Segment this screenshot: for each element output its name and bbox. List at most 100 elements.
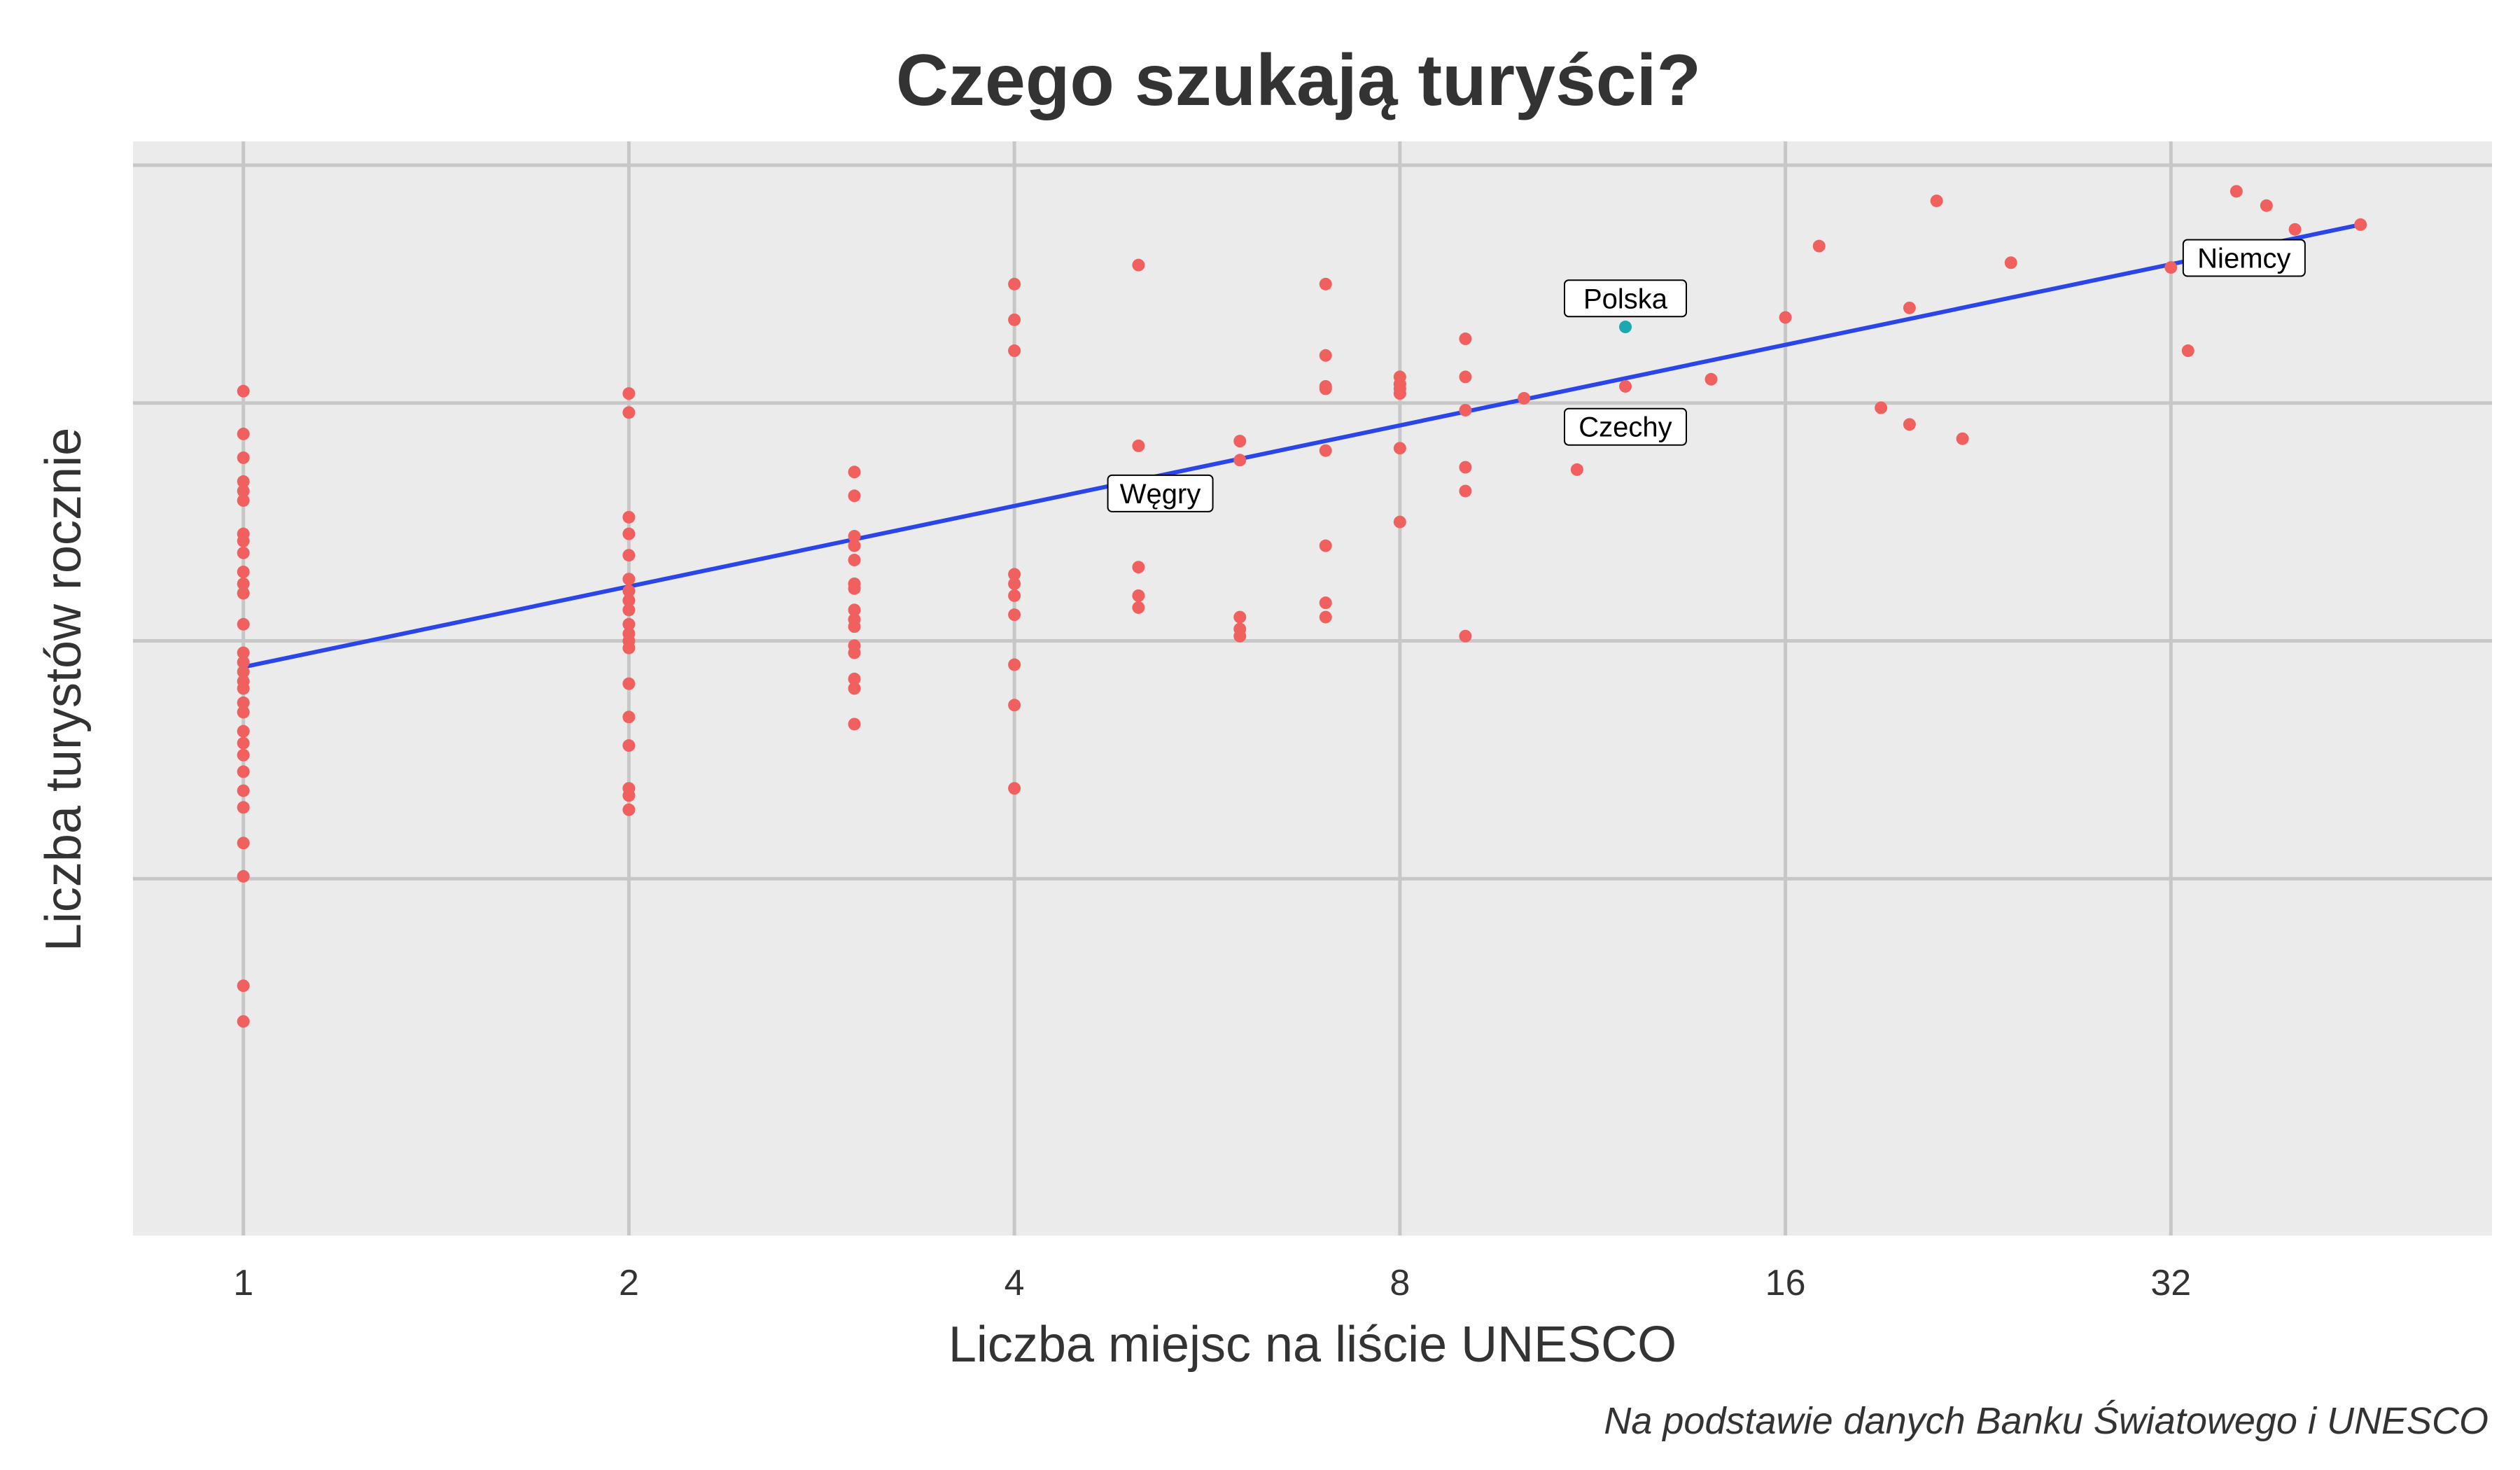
highlight-point xyxy=(1619,321,1632,334)
data-point xyxy=(622,603,636,617)
data-point xyxy=(848,620,861,634)
y-axis-title: Liczba turystów rocznie xyxy=(36,428,92,951)
data-point xyxy=(2288,223,2302,236)
data-point xyxy=(237,617,250,631)
data-point xyxy=(1319,277,1332,290)
data-point xyxy=(622,710,636,724)
data-point xyxy=(622,387,636,400)
trend-line xyxy=(241,222,2363,669)
data-point xyxy=(1393,442,1406,455)
data-point xyxy=(237,869,250,883)
data-point xyxy=(237,801,250,814)
x-tick-labels: 1 2 4 8 16 32 xyxy=(233,1263,2191,1303)
data-point xyxy=(848,682,861,695)
data-point xyxy=(2354,218,2367,231)
data-point xyxy=(1233,629,1247,643)
x-tick-label: 16 xyxy=(1765,1263,1806,1303)
data-point xyxy=(1233,435,1247,448)
data-point xyxy=(237,427,250,440)
data-point xyxy=(1319,349,1332,362)
data-point xyxy=(1319,596,1332,610)
data-point xyxy=(1459,484,1472,498)
data-point xyxy=(237,836,250,850)
data-point xyxy=(1930,194,1943,207)
data-point xyxy=(848,489,861,503)
data-point xyxy=(848,672,861,685)
data-point xyxy=(237,765,250,778)
data-point xyxy=(1812,239,1826,253)
data-point xyxy=(622,739,636,752)
data-point xyxy=(1132,561,1145,574)
data-point xyxy=(237,384,250,398)
data-point xyxy=(1233,610,1247,624)
data-point xyxy=(1008,344,1021,358)
data-points xyxy=(237,185,2367,1028)
annotation-label: Czechy xyxy=(1564,407,1688,446)
data-point xyxy=(1459,629,1472,643)
data-point xyxy=(237,566,250,579)
data-point xyxy=(2230,185,2243,198)
plot-panel xyxy=(133,141,2492,1236)
x-tick-label: 1 xyxy=(233,1263,253,1303)
data-point xyxy=(848,603,861,617)
data-point xyxy=(237,682,250,695)
data-point xyxy=(237,451,250,464)
data-point xyxy=(237,724,250,738)
data-point xyxy=(1459,332,1472,346)
annotation-box xyxy=(1564,407,1688,446)
data-point xyxy=(2004,256,2017,270)
data-point xyxy=(1008,277,1021,290)
x-axis-title: Liczba miejsc na liście UNESCO xyxy=(948,1317,1676,1373)
data-point xyxy=(622,641,636,654)
data-point xyxy=(622,573,636,586)
x-tick-label: 4 xyxy=(1004,1263,1025,1303)
data-point xyxy=(1570,463,1583,476)
data-point xyxy=(1008,313,1021,326)
data-point xyxy=(1956,432,1969,445)
data-point xyxy=(1132,601,1145,614)
data-point xyxy=(1903,418,1916,431)
data-point xyxy=(622,803,636,816)
data-point xyxy=(1903,301,1916,314)
annotation-label: Polska xyxy=(1564,279,1688,318)
annotation-box xyxy=(1564,279,1688,318)
data-point xyxy=(1619,379,1632,393)
x-tick-label: 2 xyxy=(619,1263,639,1303)
data-point xyxy=(622,527,636,540)
data-point xyxy=(237,494,250,507)
data-point xyxy=(622,677,636,690)
data-point xyxy=(622,406,636,419)
trend-line-layer xyxy=(241,222,2363,669)
data-point xyxy=(1132,439,1145,452)
data-point xyxy=(2181,344,2194,358)
annotation-box xyxy=(2182,239,2306,277)
data-point xyxy=(848,646,861,659)
data-point xyxy=(1008,782,1021,795)
data-point xyxy=(237,577,250,590)
data-point xyxy=(237,534,250,547)
data-point xyxy=(1704,372,1718,386)
annotation-text: Niemcy xyxy=(2197,243,2290,274)
data-point xyxy=(1459,461,1472,474)
x-tick-label: 8 xyxy=(1390,1263,1410,1303)
data-point xyxy=(2164,261,2178,274)
data-point xyxy=(622,594,636,607)
data-point xyxy=(622,617,636,631)
data-point xyxy=(237,736,250,750)
source-caption: Na podstawie danych Banku Światowego i U… xyxy=(1604,1399,2488,1442)
data-point xyxy=(237,587,250,600)
data-point xyxy=(237,706,250,719)
annotation-labels: Polska Niemcy Czechy Węgry xyxy=(1107,239,2306,512)
annotation-label: Węgry xyxy=(1107,474,1214,512)
annotation-box xyxy=(1107,474,1214,512)
data-point xyxy=(1319,382,1332,396)
data-point xyxy=(1008,577,1021,590)
data-point xyxy=(237,1015,250,1028)
data-point xyxy=(237,665,250,678)
annotation-label: Niemcy xyxy=(2182,239,2306,277)
data-point xyxy=(237,484,250,498)
data-point xyxy=(1459,403,1472,416)
data-point xyxy=(237,696,250,709)
data-point xyxy=(622,789,636,802)
data-point xyxy=(237,979,250,993)
